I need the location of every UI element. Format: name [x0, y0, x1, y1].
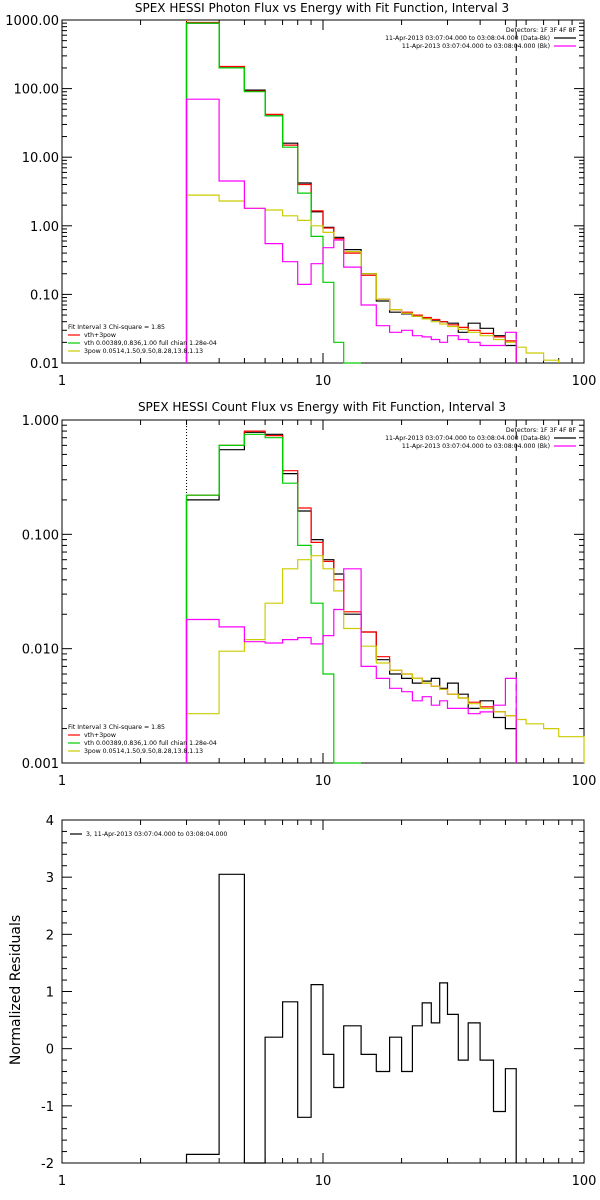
3pow-series [185, 555, 585, 763]
legend-entry: vth 0.00389,0.836,1.00 full chian 1.28e-… [84, 740, 217, 747]
bk-series [185, 98, 517, 363]
legend-entry: 3, 11-Apr-2013 03:07:04.000 to 03:08:04.… [86, 831, 227, 838]
legend-entry: vth+3pow [84, 732, 116, 739]
x-tick-label: 1 [58, 1174, 66, 1189]
y-tick-label: 1.00 [30, 220, 59, 235]
y-tick-label: 2 [46, 928, 54, 943]
y-tick-label: 0.01 [30, 357, 59, 372]
x-tick-label: 100 [572, 774, 597, 789]
legend-header: Detectors: 1F 3F 4F 8F [506, 427, 577, 434]
y-tick-label: 0.010 [22, 643, 59, 658]
photon-flux-panel: SPEX HESSI Photon Flux vs Energy with Fi… [5, 1, 596, 389]
y-tick-label: 3 [46, 871, 54, 886]
legend-entry: 3pow 0.0514,1.50,9.50,8.28,13.8,1.13 [84, 348, 203, 355]
y-axis-label: Normalized Residuals [8, 915, 24, 1065]
x-tick-label: 1 [58, 774, 66, 789]
y-tick-label: 0.100 [22, 528, 59, 543]
legend-entry: vth+3pow [84, 332, 116, 339]
vth-3pow-series [185, 21, 517, 363]
y-tick-label: 100.00 [14, 83, 60, 98]
legend-header: Detectors: 1F 3F 4F 8F [506, 27, 577, 34]
y-tick-label: -1 [41, 1100, 54, 1115]
x-tick-label: 10 [315, 374, 332, 389]
y-tick-label: 1000.00 [5, 14, 59, 29]
x-tick-label: 10 [315, 1174, 332, 1189]
vth-3pow-series [185, 430, 517, 763]
x-tick-label: 100 [572, 374, 597, 389]
y-tick-label: -2 [41, 1157, 54, 1172]
vth-series [185, 433, 362, 764]
y-tick-label: 4 [46, 814, 54, 829]
legend-entry: vth 0.00389,0.836,1.00 full chian 1.28e-… [84, 340, 217, 347]
panel-title: SPEX HESSI Photon Flux vs Energy with Fi… [135, 1, 509, 15]
bk-series [185, 568, 517, 763]
data-bk-series [185, 22, 517, 363]
y-tick-label: 1.000 [22, 414, 59, 429]
legend-entry: 3pow 0.0514,1.50,9.50,8.28,13.8,1.13 [84, 748, 203, 755]
plot-frame [61, 19, 585, 364]
panel-title: SPEX HESSI Count Flux vs Energy with Fit… [138, 400, 506, 414]
count-flux-panel: SPEX HESSI Count Flux vs Energy with Fit… [22, 400, 597, 789]
vth-series [185, 22, 362, 364]
legend-header: Fit Interval 3 Chi-square = 1.85 [68, 724, 165, 731]
y-tick-label: 0 [46, 1043, 54, 1058]
y-tick-label: 10.00 [22, 151, 59, 166]
legend-entry: 11-Apr-2013 03:07:04.000 to 03:08:04.000… [402, 443, 550, 450]
data-bk-series [185, 431, 517, 763]
legend-entry: 11-Apr-2013 03:07:04.000 to 03:08:04.000… [402, 43, 550, 50]
residuals-panel: Normalized Residuals 1 10 100 -2 -1 0 1 2 3 4 3, 1… [8, 814, 596, 1189]
y-tick-label: 0.001 [22, 757, 59, 772]
residual-series [185, 873, 517, 1164]
legend-entry: 11-Apr-2013 03:07:04.000 to 03:08:04.000… [385, 435, 550, 442]
x-tick-label: 10 [315, 774, 332, 789]
legend-header: Fit Interval 3 Chi-square = 1.85 [68, 324, 165, 331]
y-tick-label: 0.10 [30, 288, 59, 303]
x-tick-label: 1 [58, 374, 66, 389]
3pow-series [185, 194, 560, 363]
x-tick-label: 100 [572, 1174, 597, 1189]
legend-entry: 11-Apr-2013 03:07:04.000 to 03:08:04.000… [385, 35, 550, 42]
y-tick-label: 1 [46, 986, 54, 1001]
